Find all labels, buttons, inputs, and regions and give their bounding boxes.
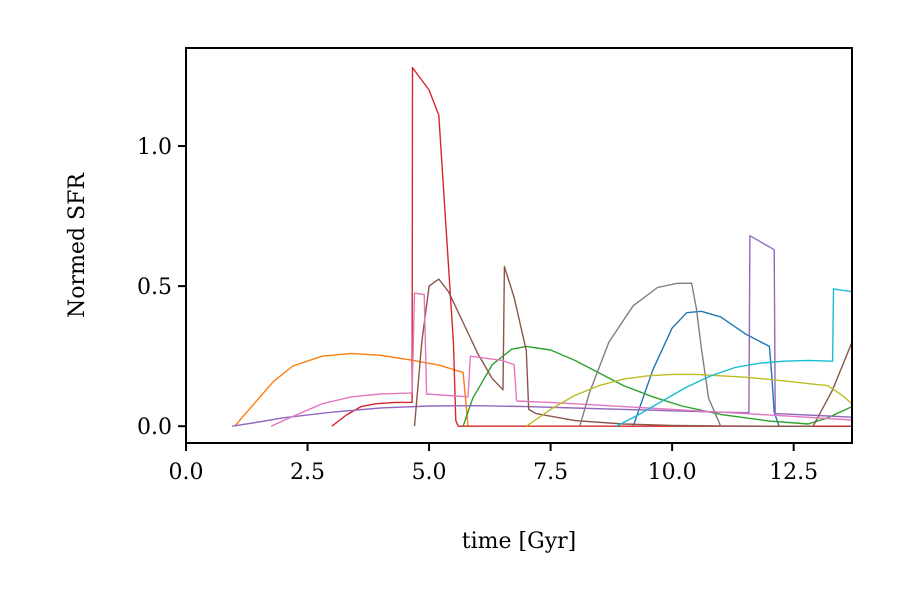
- x-tick-label: 7.5: [533, 460, 568, 485]
- line-series-cyan: [615, 288, 852, 427]
- line-series-orange: [234, 352, 469, 427]
- line-series-purple: [232, 234, 852, 427]
- plot-frame: [185, 47, 853, 444]
- x-axis-label: time [Gyr]: [462, 529, 576, 554]
- x-tick-label: 0.0: [169, 460, 204, 485]
- series-layer: [232, 66, 852, 427]
- y-axis-label: Normed SFR: [65, 172, 90, 318]
- line-series-gray: [579, 282, 722, 427]
- line-series-red: [331, 66, 852, 427]
- line-series-green: [462, 345, 852, 427]
- x-tick-label: 2.5: [290, 460, 325, 485]
- line-series-pink: [270, 292, 852, 427]
- y-tick-label: 1.0: [137, 135, 172, 160]
- tick-layer: 0.0 2.5 5.0 7.5 10.0 12.5 0.0 0.5 1.0: [137, 135, 818, 485]
- x-tick-label: 5.0: [412, 460, 447, 485]
- line-series-brown: [413, 265, 852, 427]
- y-tick-label: 0.0: [137, 415, 172, 440]
- x-tick-label: 12.5: [769, 460, 818, 485]
- y-tick-label: 0.5: [137, 275, 172, 300]
- line-series-blue: [632, 310, 852, 427]
- line-series-olive: [525, 373, 852, 427]
- x-tick-label: 10.0: [648, 460, 697, 485]
